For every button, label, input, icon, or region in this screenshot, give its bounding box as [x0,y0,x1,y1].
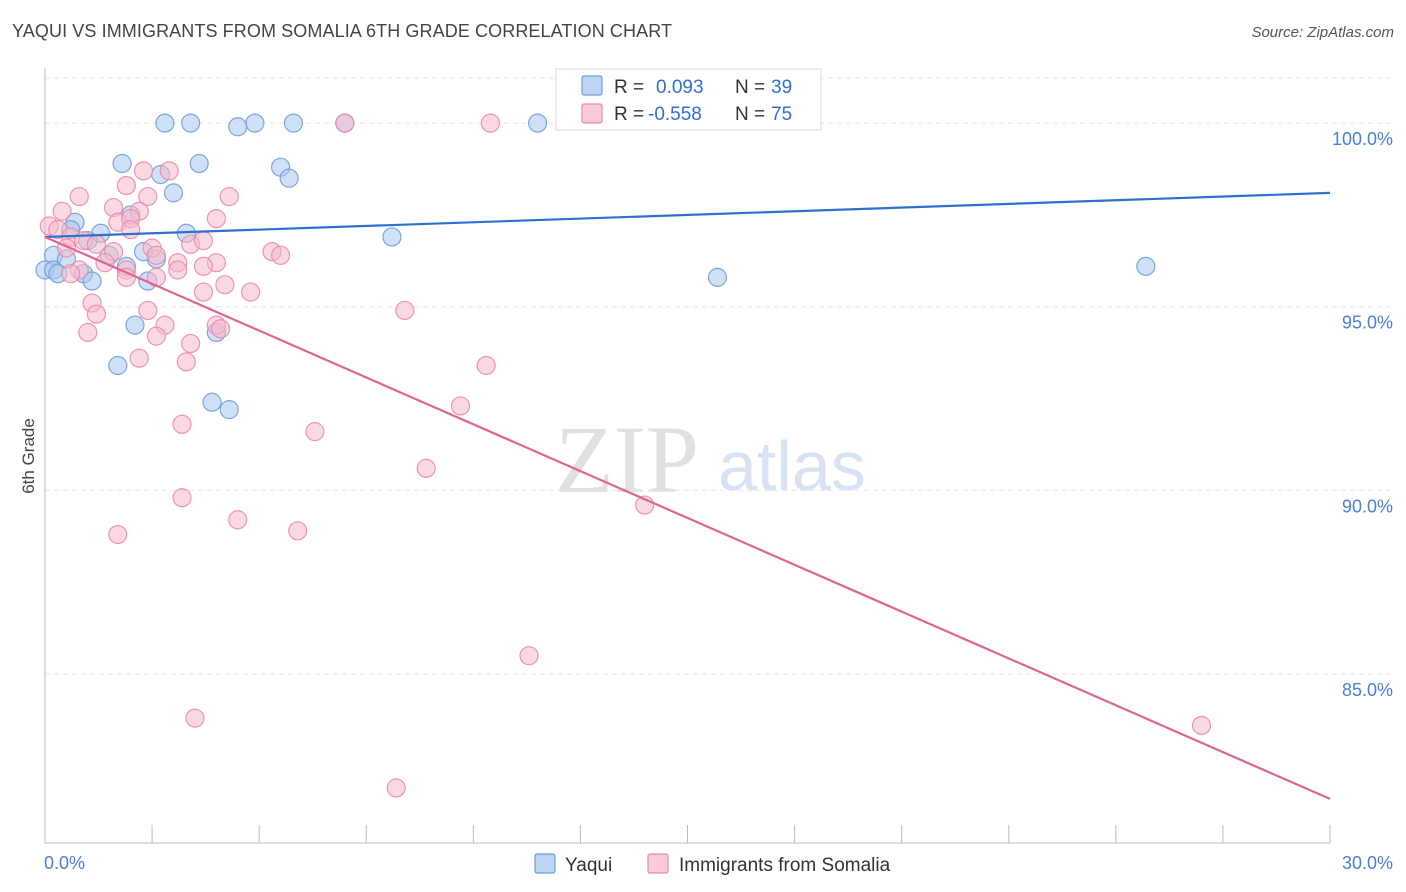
point-somalia-64 [185,708,205,728]
point-somalia-7 [69,186,89,207]
point-somalia-38 [215,275,235,295]
point-somalia-54 [450,396,471,416]
legend-label-somalia: Immigrants from Somalia [679,855,891,876]
watermark: ZIP atlas [555,406,866,513]
point-somalia-4 [116,175,136,196]
chart-source: Source: ZipAtlas.com [1251,24,1394,41]
watermark-atlas: atlas [718,427,866,505]
point-somalia-40 [193,282,214,302]
point-yaqui-3 [245,113,265,133]
point-somalia-6 [219,186,239,207]
point-yaqui-37 [202,392,222,412]
point-somalia-61 [288,521,308,541]
stats-n-label-somalia: N = [735,104,765,125]
point-somalia-13 [206,208,226,229]
stats-n-value-somalia: 75 [771,104,792,125]
point-yaqui-1 [181,113,201,133]
point-somalia-51 [129,348,149,368]
point-yaqui-33 [1136,256,1156,276]
point-yaqui-36 [108,355,128,376]
point-yaqui-32 [707,267,728,287]
point-somalia-32 [168,260,188,280]
point-somalia-5 [138,186,158,207]
trend-lines [44,191,1331,800]
stats-n-label-yaqui: N = [735,77,765,98]
point-somalia-53 [476,355,496,376]
point-somalia-2 [133,161,154,181]
point-somalia-44 [86,304,107,324]
point-somalia-66 [386,778,406,798]
point-somalia-43 [395,300,415,321]
stats-swatch-yaqui [581,75,603,96]
trend-line-yaqui [44,191,1331,239]
point-somalia-62 [108,524,128,545]
series-somalia-points [39,113,1212,798]
point-somalia-34 [61,264,81,284]
point-somalia-1 [480,113,501,133]
point-somalia-57 [416,458,436,478]
y-tick-label-85: 85.0% [1342,680,1393,700]
point-yaqui-34 [125,315,145,335]
gridlines [45,77,1395,675]
trend-line-somalia [44,235,1331,800]
stats-swatch-somalia [581,103,603,124]
point-yaqui-8 [189,153,209,174]
point-somalia-3 [159,161,179,181]
point-yaqui-30 [82,271,102,291]
point-somalia-26 [270,245,291,265]
tick-labels: 100.0% 95.0% 90.0% 85.0% 0.0% 30.0% [44,129,1393,873]
point-somalia-56 [305,422,325,442]
x-tick-label-max: 30.0% [1342,853,1393,873]
stats-r-label-somalia: R = [614,104,644,125]
y-axis-label: 6th Grade [19,418,38,494]
legend-swatch-yaqui [534,853,556,874]
point-somalia-18 [121,220,141,240]
chart-title: YAQUI VS IMMIGRANTS FROM SOMALIA 6TH GRA… [12,21,673,41]
point-somalia-63 [519,646,539,666]
point-somalia-49 [78,322,98,343]
stats-r-value-somalia: -0.558 [648,104,702,125]
y-tick-label-95: 95.0% [1342,313,1393,333]
point-somalia-8 [52,201,72,221]
point-somalia-60 [228,510,248,530]
point-somalia-36 [116,267,136,287]
series-legend: Yaqui Immigrants from Somalia [534,853,891,876]
x-tick-label-min: 0.0% [44,853,85,873]
stats-r-label-yaqui: R = [614,77,644,98]
point-somalia-19 [86,234,107,254]
point-somalia-50 [181,333,201,354]
point-yaqui-0 [155,113,175,133]
y-tick-label-100: 100.0% [1332,129,1393,149]
point-somalia-42 [138,300,158,321]
axes [44,68,1331,844]
point-yaqui-6 [527,113,548,133]
stats-r-value-yaqui: 0.093 [656,77,704,98]
y-tick-label-90: 90.0% [1342,496,1393,516]
legend-label-yaqui: Yaqui [565,855,612,876]
point-somalia-55 [172,414,192,434]
point-yaqui-38 [219,399,239,420]
point-somalia-48 [146,326,166,346]
point-somalia-24 [193,231,214,251]
point-yaqui-4 [283,113,304,133]
legend-swatch-somalia [647,853,669,874]
watermark-zip: ZIP [555,406,699,513]
point-somalia-27 [146,245,166,265]
point-somalia-33 [193,256,214,276]
point-yaqui-18 [382,227,402,247]
point-somalia-65 [1191,715,1212,736]
point-yaqui-12 [163,183,184,203]
point-somalia-39 [241,282,261,302]
point-somalia-46 [211,319,231,339]
stats-n-value-yaqui: 39 [771,77,792,98]
point-yaqui-11 [279,168,299,188]
point-somalia-0 [335,113,355,133]
point-yaqui-2 [228,117,248,137]
point-yaqui-7 [112,153,132,174]
point-somalia-52 [176,352,196,372]
point-somalia-58 [172,488,192,508]
stats-legend: R = 0.093 N = 39 R = -0.558 N = 75 [555,68,822,131]
